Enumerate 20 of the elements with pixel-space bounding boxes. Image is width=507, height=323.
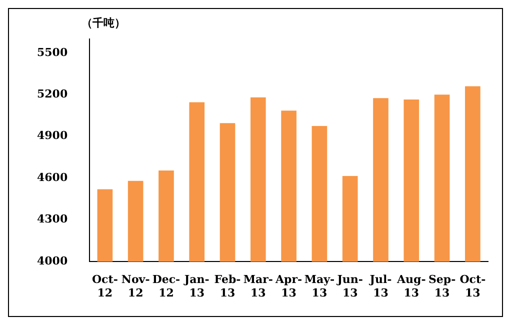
x-tick-label: Jun-13 xyxy=(336,273,363,300)
y-tick-label: 5200 xyxy=(36,88,68,101)
y-tick-label: 4600 xyxy=(36,170,68,184)
x-tick-label: Dec-12 xyxy=(152,273,180,300)
y-axis-title: （千吨） xyxy=(82,16,126,30)
x-tick-label: Jan-13 xyxy=(183,273,210,300)
x-tick-label: Jul-13 xyxy=(368,273,392,300)
x-tick-label: Sep-13 xyxy=(428,273,456,300)
x-tick-label: Mar-13 xyxy=(243,273,273,300)
x-tick-label: Oct-12 xyxy=(92,273,118,300)
x-tick-label: Apr-13 xyxy=(274,273,302,300)
x-tick-label: Aug-13 xyxy=(396,273,426,300)
x-tick-label: Feb-13 xyxy=(214,273,241,300)
x-tick-label: Nov-12 xyxy=(121,273,150,300)
y-tick-label: 4900 xyxy=(36,129,68,142)
y-tick-label: 4300 xyxy=(36,212,68,226)
y-tick-label: 4000 xyxy=(36,254,68,268)
y-tick-label: 5500 xyxy=(36,46,68,59)
x-tick-label: May-13 xyxy=(304,273,335,300)
x-tick-label: Oct-13 xyxy=(460,273,486,300)
